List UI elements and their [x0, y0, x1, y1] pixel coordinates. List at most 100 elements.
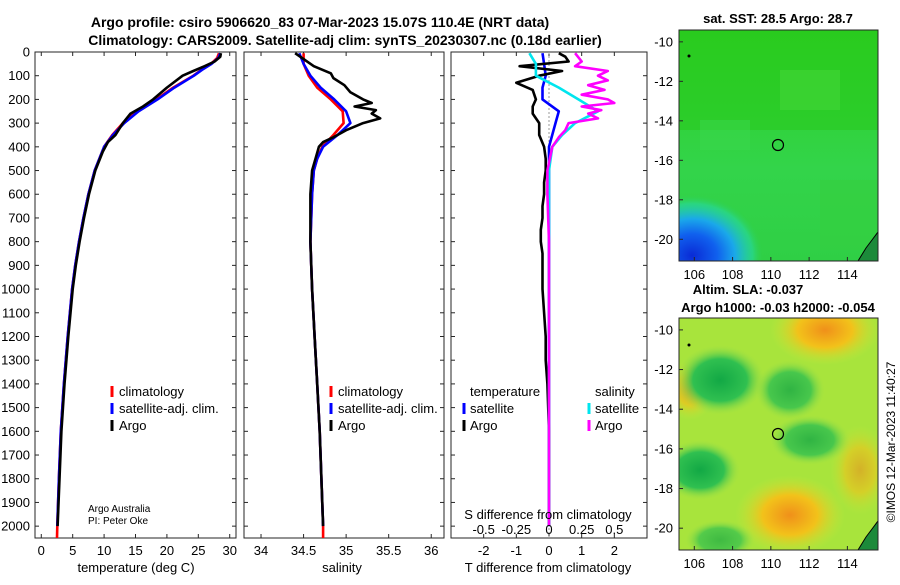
difference-legend: temperature salinity satellite Argo sate…: [462, 384, 639, 433]
map-x-tick-label: 106: [683, 267, 705, 282]
temperature-y-ticks: 0 100 200 300 400 500 600 700 800 900 1000 1100 1200…: [1, 45, 236, 534]
sla-map-subtitle: Argo h1000: -0.03 h2000: -0.054: [681, 300, 875, 315]
imos-timestamp: ©IMOS 12-Mar-2023 11:40:27: [884, 361, 898, 522]
legend-climatology-label: climatology: [338, 384, 404, 399]
map-y-tick-label: -20: [654, 232, 673, 247]
y-tick-label: 1100: [2, 305, 30, 320]
map-x-tick-label: 108: [722, 556, 744, 571]
legend-t-argo-label: Argo: [470, 418, 497, 433]
salinity-xlabel: salinity: [322, 560, 362, 575]
s-tick-label: -0.5: [472, 522, 494, 537]
credit-pi-name: PI: Peter Oke: [88, 516, 148, 527]
map-x-tick-label: 112: [799, 556, 820, 571]
y-tick-label: 1600: [1, 424, 30, 439]
legend-satellite-adj-label: satellite-adj. clim.: [119, 401, 219, 416]
temperature-legend: climatology satellite-adj. clim. Argo: [110, 384, 219, 433]
sla-low-2: [679, 440, 740, 500]
y-tick-label: 1500: [1, 400, 30, 415]
map-y-tick-label: -14: [654, 402, 673, 417]
legend-climatology-label: climatology: [119, 384, 185, 399]
y-tick-label: 1700: [1, 448, 30, 463]
x-tick-label: 1: [578, 543, 585, 558]
x-tick-label: 35: [339, 543, 353, 558]
sla-map-panel: Altim. SLA: -0.037 Argo h1000: -0.03 h20…: [654, 282, 879, 571]
s-tick-label: 0.25: [569, 522, 594, 537]
temperature-xlabel: temperature (deg C): [77, 560, 194, 575]
sla-map-image: [679, 318, 878, 550]
map-x-tick-label: 114: [837, 556, 858, 571]
sla-argo-position-marker: [771, 427, 785, 441]
difference-lines: [514, 52, 616, 527]
sla-low-1: [679, 345, 765, 415]
sla-coastline-corner: [857, 520, 878, 550]
difference-y-ticks: [451, 51, 647, 527]
s-tick-label: -0.25: [502, 522, 532, 537]
sst-map-ticks: 106 108 110 112 114 -10 -12 -14 -16 -18 -20: [654, 34, 858, 282]
x-tick-label: 20: [160, 543, 174, 558]
map-y-tick-label: -18: [654, 192, 673, 207]
map-y-tick-label: -10: [654, 322, 673, 337]
map-y-tick-label: -16: [654, 441, 673, 456]
x-tick-label: 0: [545, 543, 552, 558]
legend-argo-label: Argo: [338, 418, 365, 433]
legend-temperature-header: temperature: [470, 384, 540, 399]
y-tick-label: 1300: [1, 353, 30, 368]
map-x-tick-label: 110: [760, 556, 781, 571]
legend-argo-label: Argo: [119, 418, 146, 433]
x-tick-label: 35.5: [376, 543, 401, 558]
map-y-tick-label: -10: [654, 34, 673, 49]
credit-argo-australia: Argo Australia: [88, 504, 151, 515]
y-tick-label: 2000: [1, 519, 30, 534]
salinity-legend: climatology satellite-adj. clim. Argo: [329, 384, 438, 433]
y-tick-label: 900: [8, 258, 30, 273]
figure-title-line1: Argo profile: csiro 5906620_83 07-Mar-20…: [91, 14, 549, 30]
sst-mottle-patch-3: [820, 180, 878, 250]
map-x-tick-label: 108: [722, 267, 744, 282]
sst-mottle-patch-1: [780, 70, 840, 110]
sla-map-ticks: 106 108 110 112 114 -10 -12 -14 -16 -18 -20: [654, 322, 858, 571]
y-tick-label: 0: [23, 45, 30, 60]
sla-low-5: [685, 520, 755, 550]
series-line-s-argo: [546, 52, 616, 527]
legend-s-argo-label: Argo: [595, 418, 622, 433]
x-tick-label: 34.5: [291, 543, 316, 558]
x-tick-label: 34: [254, 543, 268, 558]
salinity-y-ticks: [244, 51, 444, 527]
difference-xlabel: T difference from climatology: [465, 560, 632, 575]
x-tick-label: 5: [69, 543, 76, 558]
temperature-panel: 0100200300400500600700800900100011001200…: [1, 45, 237, 576]
figure-title-line2: Climatology: CARS2009. Satellite-adj cli…: [88, 32, 602, 48]
salinity-panel: 34 34.5 35 35.5 36 salinity climatology sate…: [243, 51, 445, 575]
s-tick-label: 0.5: [605, 522, 623, 537]
series-line-argo: [56, 52, 223, 527]
temperature-plot-frame: [34, 51, 237, 539]
sst-small-island: [687, 54, 691, 58]
x-tick-label: 36: [424, 543, 438, 558]
y-tick-label: 400: [8, 139, 30, 154]
y-tick-label: 300: [8, 116, 30, 131]
difference-panel: -2 -1 0 1 2 T difference from climatology S …: [450, 51, 648, 575]
x-tick-label: 0: [38, 543, 45, 558]
y-tick-label: 600: [8, 187, 30, 202]
salinity-plot-frame: [243, 51, 445, 539]
x-tick-label: 15: [128, 543, 142, 558]
sst-map-image: [679, 30, 878, 261]
sst-cold-tongue: [679, 150, 809, 261]
s-difference-label: S difference from climatology: [464, 507, 632, 522]
map-y-tick-label: -12: [654, 362, 673, 377]
sst-argo-position-marker: [771, 138, 785, 152]
map-y-tick-label: -14: [654, 113, 673, 128]
y-tick-label: 1200: [1, 329, 30, 344]
sst-mottle-patch-2: [700, 120, 750, 150]
legend-salinity-header: salinity: [595, 384, 635, 399]
x-tick-label: -1: [511, 543, 523, 558]
sla-low-3: [755, 360, 825, 420]
x-tick-label: -2: [478, 543, 490, 558]
series-line-argo: [294, 52, 382, 527]
sst-coastline-corner: [857, 231, 878, 261]
legend-satellite-adj-label: satellite-adj. clim.: [338, 401, 438, 416]
x-tick-label: 30: [222, 543, 236, 558]
map-y-tick-label: -20: [654, 521, 673, 536]
legend-s-satellite-label: satellite: [595, 401, 639, 416]
